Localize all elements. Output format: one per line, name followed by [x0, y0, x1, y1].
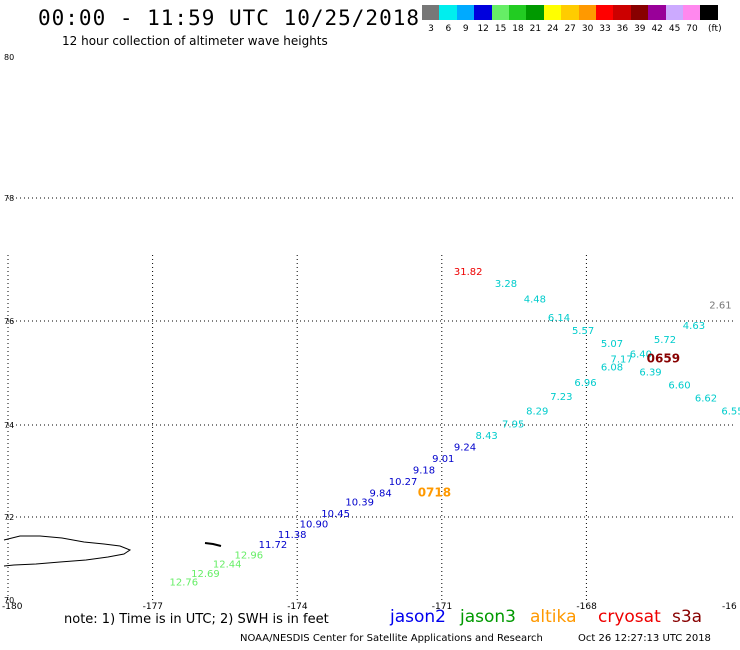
coastline-island: [3, 535, 132, 567]
legend-label: 30: [581, 24, 594, 34]
lon-tick-label: -168: [576, 602, 597, 612]
legend-label: 45: [668, 24, 681, 34]
wave-height-label: 12.96: [235, 551, 264, 562]
wave-height-label: 9.84: [370, 488, 392, 499]
wave-height-label: 7.17: [611, 355, 633, 366]
wave-height-label: 10.39: [345, 498, 374, 509]
legend-label: 33: [599, 24, 611, 34]
wave-height-label: 2.61: [709, 301, 731, 312]
wave-height-label: 11.72: [259, 540, 288, 551]
lon-tick-label: -177: [143, 602, 163, 612]
legend-label: 3: [428, 24, 434, 34]
satellite-name: s3a: [672, 607, 703, 627]
wave-height-label: 6.14: [548, 313, 570, 324]
legend-label: 9: [462, 24, 469, 34]
wave-height-label: 8.43: [476, 431, 498, 442]
legend-label: 39: [634, 24, 646, 34]
satellite-name: cryosat: [598, 607, 661, 627]
wave-height-label: 6.62: [695, 394, 717, 405]
lon-tick-label: -180: [2, 602, 23, 612]
lat-tick-label: 76: [4, 317, 14, 326]
lon-tick-label: -171: [432, 602, 452, 612]
wave-height-label: 6.96: [574, 378, 596, 389]
credit-line: NOAA/NESDIS Center for Satellite Applica…: [240, 633, 543, 644]
lat-tick-label: 74: [4, 421, 14, 430]
legend-label: 15: [494, 24, 507, 34]
wave-height-label: 5.07: [601, 339, 623, 350]
wave-height-label: 5.72: [654, 335, 676, 346]
wave-height-label: 6.08: [601, 362, 623, 373]
legend-label: 42: [651, 24, 663, 34]
legend-label: 18: [512, 24, 524, 34]
satellite-name: jason2: [390, 607, 446, 627]
lat-tick-label: 80: [4, 53, 14, 62]
wave-height-label: 4.63: [683, 321, 705, 332]
wave-height-label: 4.48: [524, 295, 546, 306]
graticule: 80 78 76 74 72 70-180 -177 -174 -171 -168 -16: [2, 53, 737, 612]
legend-label: 36: [616, 24, 629, 34]
page-title: 00:00 - 11:59 UTC 10/25/2018: [38, 6, 421, 30]
page-subtitle: 12 hour collection of altimeter wave hei…: [62, 34, 328, 48]
wave-height-label: 6.40: [630, 349, 652, 360]
wave-height-label: 11.38: [278, 530, 307, 541]
pass-time-label: 0659: [647, 352, 680, 366]
wave-height-label: 6.55: [721, 407, 740, 418]
generated-time: Oct 26 12:27:13 UTC 2018: [578, 633, 711, 644]
coastline-islet: [204, 542, 222, 547]
wave-height-label: 6.60: [668, 381, 690, 392]
wave-height-label: 10.45: [321, 509, 350, 520]
pass-time-label: 0718: [418, 485, 451, 499]
legend-label: 12: [477, 24, 489, 34]
wave-height-label: 9.18: [413, 465, 435, 476]
coastline: [3, 535, 222, 567]
wave-height-label: 10.27: [389, 477, 418, 488]
legend-swatch: [700, 5, 720, 20]
satellite-name: jason3: [460, 607, 516, 627]
legend-label: 21: [529, 24, 542, 34]
wave-height-label: 10.90: [300, 519, 329, 530]
wave-height-label: 12.69: [191, 569, 220, 580]
legend-label: 70: [686, 24, 698, 34]
wave-height-label: 31.82: [454, 267, 483, 278]
wave-height-label: 9.01: [432, 454, 454, 465]
wave-height-label: 12.76: [169, 577, 198, 588]
legend-label: 27: [564, 24, 576, 34]
lat-tick-label: 70: [4, 596, 14, 605]
lon-tick-label: -16: [722, 602, 737, 612]
footer-note: note: 1) Time is in UTC; 2) SWH is in fe…: [64, 612, 329, 627]
wave-height-label: 7.23: [550, 392, 572, 403]
observation-labels: 31.82 3.28 4.486.145.57 5.07 6.407.17 5.72 4.6…: [169, 267, 740, 589]
wave-height-label: 3.28: [495, 279, 517, 290]
wave-height-label: 8.29: [526, 407, 548, 418]
lat-tick-label: 72: [4, 513, 14, 522]
lat-tick-label: 78: [4, 194, 14, 203]
legend-label: 6: [445, 24, 452, 34]
legend-unit: (ft): [708, 24, 722, 34]
wave-height-label: 12.44: [213, 560, 242, 571]
wave-height-label: 7.95: [502, 419, 524, 430]
lon-tick-label: -174: [287, 602, 308, 612]
wave-height-label: 6.39: [639, 368, 661, 379]
wave-height-label: 9.24: [454, 442, 476, 453]
legend-label: 24: [547, 24, 559, 34]
satellite-name: altika: [530, 607, 577, 627]
wave-height-label: 5.57: [572, 326, 594, 337]
